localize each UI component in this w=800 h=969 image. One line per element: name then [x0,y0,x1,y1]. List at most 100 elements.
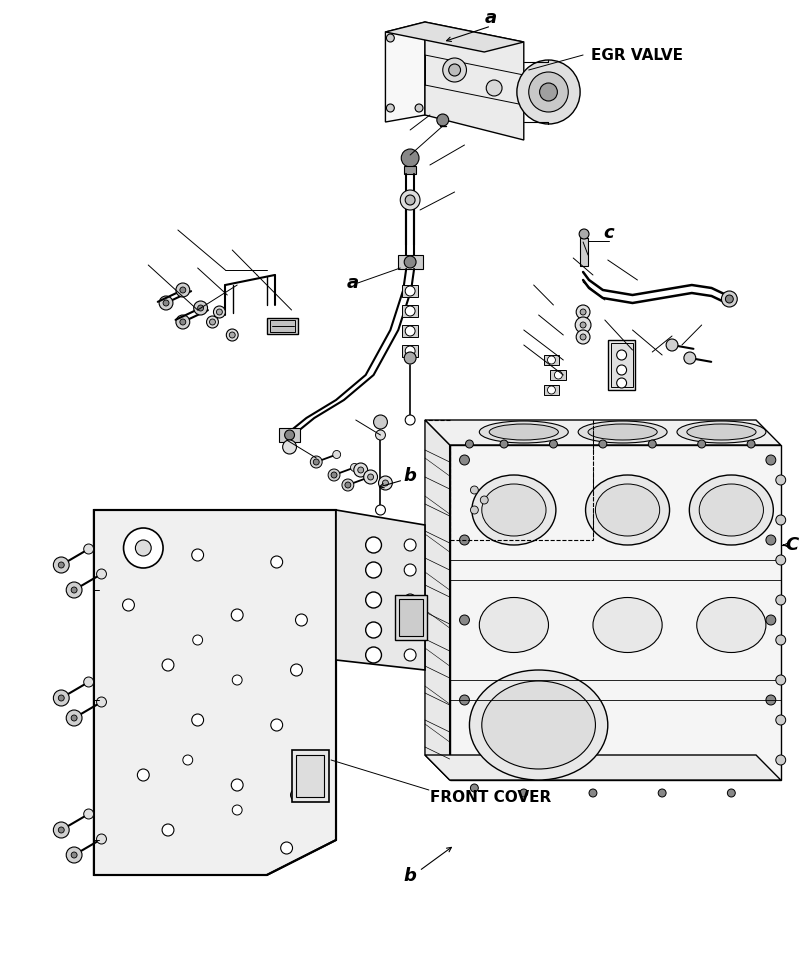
Circle shape [415,24,423,32]
Ellipse shape [595,484,660,536]
Circle shape [163,300,169,306]
Circle shape [97,697,106,707]
Circle shape [722,291,738,307]
Circle shape [378,476,392,490]
Polygon shape [450,445,781,780]
Circle shape [580,309,586,315]
Polygon shape [94,510,336,875]
Circle shape [766,615,776,625]
Circle shape [66,582,82,598]
Circle shape [193,635,202,645]
Circle shape [214,306,226,318]
Circle shape [354,463,368,477]
Polygon shape [386,22,425,122]
Circle shape [192,714,203,726]
Circle shape [589,789,597,797]
Circle shape [404,539,416,551]
Circle shape [486,80,502,96]
Circle shape [575,317,591,333]
Circle shape [226,329,238,341]
Circle shape [295,614,307,626]
Circle shape [290,789,302,801]
Bar [550,370,566,380]
Ellipse shape [586,475,670,545]
Circle shape [180,319,186,325]
Circle shape [84,677,94,687]
Circle shape [617,365,626,375]
Circle shape [71,587,77,593]
Circle shape [405,326,415,336]
Bar [402,345,418,357]
Circle shape [400,190,420,210]
Circle shape [375,430,386,440]
Bar [608,340,635,390]
Circle shape [405,306,415,316]
Circle shape [554,371,562,379]
Circle shape [500,440,508,448]
Text: c: c [603,224,614,242]
Circle shape [97,834,106,844]
Circle shape [270,719,282,731]
Circle shape [517,60,580,124]
Circle shape [138,769,150,781]
Circle shape [547,386,555,394]
Circle shape [579,229,589,239]
Circle shape [459,695,470,705]
Circle shape [350,463,358,472]
Circle shape [230,332,235,338]
Circle shape [122,599,134,611]
Circle shape [194,301,207,315]
Polygon shape [425,420,781,445]
Circle shape [358,467,364,473]
Circle shape [366,562,382,578]
Circle shape [766,455,776,465]
Circle shape [776,515,786,525]
Circle shape [162,659,174,671]
Circle shape [123,528,163,568]
Bar [610,343,633,387]
Bar [402,305,418,317]
Ellipse shape [593,598,662,652]
Circle shape [480,496,488,504]
Circle shape [776,755,786,765]
Circle shape [405,195,415,205]
Text: FRONT COVER: FRONT COVER [430,790,551,804]
Circle shape [405,415,415,425]
Circle shape [766,535,776,545]
Circle shape [183,755,193,765]
Circle shape [270,556,282,568]
Circle shape [58,827,64,833]
Circle shape [459,455,470,465]
Bar [395,595,427,640]
Circle shape [342,479,354,491]
Circle shape [71,852,77,858]
Circle shape [176,315,190,329]
Ellipse shape [482,681,595,769]
Circle shape [776,635,786,645]
Circle shape [666,339,678,351]
Circle shape [470,486,478,494]
Circle shape [648,440,656,448]
Circle shape [684,352,696,364]
Bar [399,599,423,636]
Circle shape [386,34,394,42]
Polygon shape [336,510,425,670]
Ellipse shape [479,598,549,652]
Circle shape [97,569,106,579]
Circle shape [576,330,590,344]
Bar [543,355,559,365]
Ellipse shape [699,484,763,536]
Bar [270,320,295,332]
Circle shape [331,472,337,478]
Polygon shape [425,22,524,140]
Ellipse shape [690,475,774,545]
Polygon shape [386,22,524,52]
Polygon shape [425,755,781,780]
Circle shape [415,104,423,112]
Circle shape [727,789,735,797]
Circle shape [404,594,416,606]
Circle shape [54,690,69,706]
Circle shape [550,440,558,448]
Circle shape [366,622,382,638]
Circle shape [285,430,294,440]
